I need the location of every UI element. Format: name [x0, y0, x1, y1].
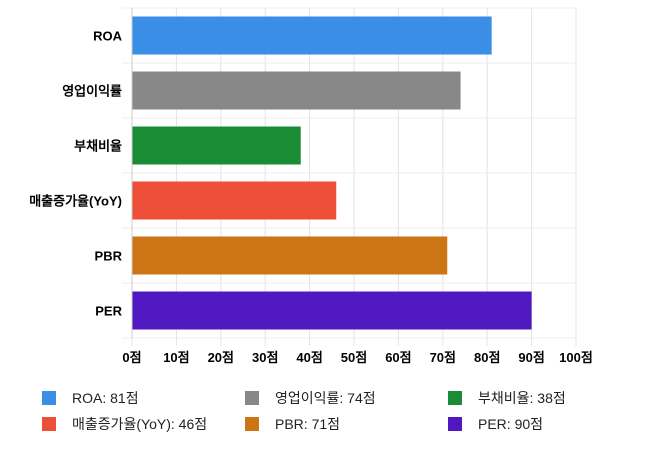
bar-1 [132, 71, 461, 110]
legend-label: PBR: 71점 [275, 416, 341, 432]
x-tick-label: 40점 [296, 350, 322, 365]
legend-item[interactable]: 영업이익률: 74점 [245, 388, 376, 408]
x-tick-label: 100점 [559, 350, 593, 365]
legend-swatch [42, 417, 56, 431]
legend-item[interactable]: 매출증가율(YoY): 46점 [42, 414, 207, 434]
legend-label: 매출증가율(YoY): 46점 [72, 416, 208, 432]
legend-swatch [448, 417, 462, 431]
category-label: 매출증가율(YoY) [29, 194, 122, 209]
legend-item[interactable]: PBR: 71점 [245, 414, 340, 434]
bar-0 [132, 16, 492, 55]
category-label: PER [95, 304, 122, 319]
legend-item[interactable]: PER: 90점 [448, 414, 543, 434]
x-tick-label: 60점 [385, 350, 411, 365]
category-label: ROA [93, 29, 123, 44]
legend-swatch [245, 417, 259, 431]
x-tick-label: 50점 [341, 350, 367, 365]
x-tick-label: 10점 [163, 350, 189, 365]
bar-4 [132, 236, 448, 275]
legend-label: 부채비율: 38점 [478, 390, 566, 406]
x-tick-label: 70점 [430, 350, 456, 365]
category-label: PBR [95, 249, 123, 264]
x-tick-label: 90점 [518, 350, 544, 365]
legend-item[interactable]: ROA: 81점 [42, 388, 139, 408]
bar-5 [132, 291, 532, 330]
legend-swatch [42, 391, 56, 405]
bar-3 [132, 181, 337, 220]
x-tick-label: 20점 [208, 350, 234, 365]
legend-item[interactable]: 부채비율: 38점 [448, 388, 566, 408]
x-tick-label: 0점 [122, 350, 141, 365]
legend-swatch [448, 391, 462, 405]
legend-swatch [245, 391, 259, 405]
bar-2 [132, 126, 301, 165]
bar-chart: 0점 10점 20점 30점 40점 50점 60점 70점 80점 90점 100점 ROA 영업이익… [29, 7, 593, 365]
x-tick-label: 80점 [474, 350, 500, 365]
legend-label: 영업이익률: 74점 [275, 390, 376, 406]
category-label: 부채비율 [74, 139, 122, 154]
legend-label: ROA: 81점 [72, 390, 139, 406]
legend-label: PER: 90점 [478, 416, 544, 432]
x-tick-label: 30점 [252, 350, 278, 365]
category-label: 영업이익률 [62, 84, 122, 99]
